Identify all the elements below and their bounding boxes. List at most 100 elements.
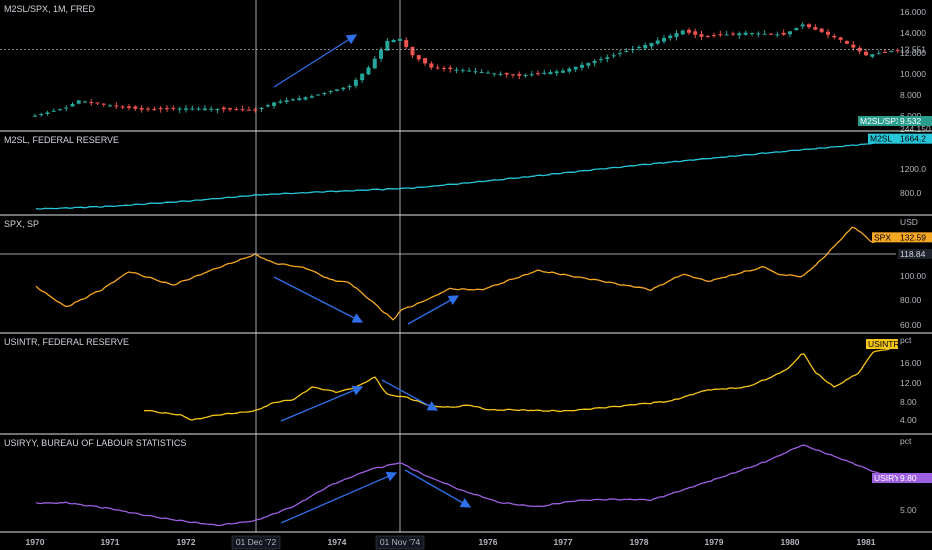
trend-arrow[interactable]: [273, 276, 364, 323]
candle-body: [655, 40, 660, 44]
candle-body: [209, 108, 214, 110]
series-line: [35, 226, 895, 321]
candle-body: [876, 53, 881, 55]
candle-body: [819, 28, 824, 33]
candle-body: [674, 33, 679, 37]
candle-body: [341, 87, 346, 90]
candle-body: [554, 71, 559, 74]
candle-body: [870, 54, 875, 57]
candle-body: [599, 59, 603, 61]
candle-body: [171, 107, 176, 109]
candle-body: [228, 108, 233, 110]
candle-body: [202, 108, 207, 111]
trend-arrow[interactable]: [273, 34, 358, 88]
candle-body: [756, 33, 761, 35]
crosshair-value-label: 12.551: [900, 45, 926, 55]
candle-body: [385, 40, 390, 51]
trend-arrow[interactable]: [381, 379, 439, 411]
candle-body: [101, 103, 106, 105]
candle-body: [448, 67, 453, 70]
series-name-badge-text: M2SL: [870, 134, 892, 144]
candle-body: [215, 109, 220, 111]
candle-body: [712, 35, 716, 37]
x-tick-label: 1976: [479, 537, 498, 547]
candle-body: [184, 108, 188, 110]
panel-title: SPX, SP: [4, 219, 39, 229]
candle-body: [404, 40, 409, 48]
series-name-badge-text: SPX: [874, 232, 891, 242]
candle-body: [573, 66, 578, 70]
candle-body: [297, 98, 302, 101]
series-name-badge: [872, 232, 898, 243]
candle-body: [278, 101, 283, 103]
x-tick-label: 1978: [630, 537, 649, 547]
x-tick-label: 1981: [857, 537, 876, 547]
trend-arrow[interactable]: [407, 295, 460, 325]
candle-body: [718, 34, 723, 36]
candle-body: [309, 96, 314, 98]
candle-body: [423, 58, 428, 64]
trend-arrow[interactable]: [404, 469, 472, 508]
candle-body: [290, 99, 295, 101]
candle-body: [454, 69, 459, 71]
crosshair-value-label: 118.84: [900, 249, 926, 259]
series-name-badge: [858, 116, 898, 126]
candle-body: [668, 35, 673, 39]
panel-title: USINTR, FEDERAL RESERVE: [4, 337, 129, 347]
candle-body: [58, 109, 62, 111]
candle-body: [680, 30, 685, 35]
candle-body: [353, 79, 358, 86]
candle-body: [347, 86, 352, 88]
candle-body: [259, 107, 264, 110]
candle-body: [460, 70, 465, 72]
candle-body: [567, 68, 572, 72]
candle-body: [883, 51, 887, 53]
candle-body: [523, 75, 528, 77]
last-value-badge-text: 132.59: [900, 232, 926, 242]
candle-body: [737, 33, 742, 36]
candle-body: [372, 58, 377, 69]
panel-5[interactable]: USIRYY, BUREAU OF LABOUR STATISTICS pct 5.…: [4, 436, 932, 527]
series-line: [143, 346, 895, 421]
candle-body: [693, 31, 698, 35]
candle-body: [637, 47, 641, 49]
series-line: [35, 444, 895, 527]
y-tick-label: 12.00: [900, 378, 922, 388]
candle-body: [592, 61, 597, 64]
panel-title: M2SL, FEDERAL RESERVE: [4, 135, 119, 145]
last-value-badge: [898, 116, 932, 126]
candle-body: [705, 35, 710, 37]
candle-body: [33, 115, 37, 117]
last-value-badge: [898, 473, 932, 483]
candle-body: [416, 55, 421, 60]
panel-2[interactable]: M2SL, FEDERAL RESERVE 1200.0 800.0 M2SL 1664…: [4, 133, 932, 210]
candle-body: [221, 107, 226, 110]
series-line: [35, 138, 895, 210]
last-value-badge-text: 1664.2: [900, 134, 926, 144]
series-name-badge: [872, 473, 898, 483]
last-value-badge: [898, 133, 932, 144]
candle-body: [479, 71, 484, 73]
candle-body: [335, 89, 339, 91]
candle-body: [724, 34, 729, 36]
candle-body: [649, 42, 654, 47]
y-tick-label: 1200.0: [900, 164, 926, 174]
candle-body: [51, 110, 56, 112]
panel-1[interactable]: M2SL/SPX, 1M, FRED 16.000 14.000 12.000 10.0…: [0, 4, 932, 134]
y-tick-label: 12.000: [900, 48, 926, 58]
y-tick-label: 5.00: [900, 505, 917, 515]
candle-body: [265, 105, 270, 107]
trend-arrow[interactable]: [280, 471, 398, 524]
trend-arrow[interactable]: [280, 385, 364, 422]
candle-body: [542, 72, 547, 74]
candle-body: [781, 32, 786, 35]
panel-4[interactable]: USINTR, FEDERAL RESERVE pct 16.00 12.00 8.00…: [4, 335, 922, 425]
candle-body: [95, 102, 100, 104]
x-tick-label: 1974: [328, 537, 347, 547]
candle-body: [322, 92, 327, 95]
candle-body: [807, 24, 811, 28]
candle-body: [391, 39, 396, 43]
panel-3[interactable]: SPX, SP USD 100.00 80.00 60.00 SPX 132.59 118.8…: [0, 217, 932, 330]
candle-body: [750, 33, 754, 35]
